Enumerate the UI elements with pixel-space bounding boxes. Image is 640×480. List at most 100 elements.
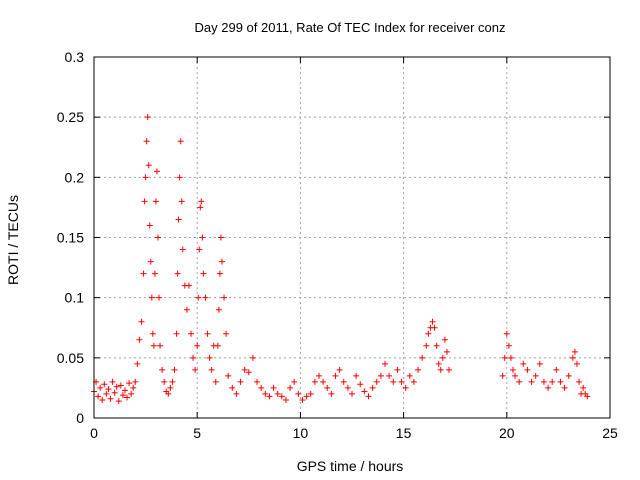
chart-title: Day 299 of 2011, Rate Of TEC Index for r… [195,20,506,35]
data-point [553,366,560,373]
data-point [540,378,547,385]
data-point [241,366,248,373]
data-point [262,390,269,397]
data-point [190,354,197,361]
data-point [152,198,159,205]
data-point [121,387,128,394]
data-point [580,384,587,391]
data-point [218,258,225,265]
data-point [169,378,176,385]
data-point [99,396,106,403]
data-point [266,393,273,400]
x-tick-label: 5 [193,425,201,441]
data-point [576,378,583,385]
data-point [188,330,195,337]
data-point [142,174,149,181]
data-point [398,378,405,385]
data-point [149,330,156,337]
data-point [206,354,213,361]
data-point [528,378,535,385]
data-point [192,366,199,373]
data-point [307,390,314,397]
data-point [402,384,409,391]
y-tick-label: 0.25 [57,109,84,125]
data-point [126,380,133,387]
data-point [520,360,527,367]
data-point [132,378,139,385]
data-point [315,372,322,379]
data-point [119,392,126,399]
data-point [373,378,380,385]
plot-frame [93,56,611,419]
data-point [377,372,384,379]
data-point [150,342,157,349]
data-point [136,336,143,343]
data-point [208,366,215,373]
data-point [565,372,572,379]
data-point [505,342,512,349]
data-point [254,378,261,385]
data-point [221,294,228,301]
data-point [245,369,252,376]
data-point [215,306,222,313]
data-point [212,378,219,385]
x-tick-label: 25 [602,425,618,441]
data-point [433,342,440,349]
data-point [198,198,205,205]
data-point [425,330,432,337]
data-point [332,372,339,379]
data-point [117,382,124,389]
data-point [148,294,155,301]
data-point [439,354,446,361]
data-point [134,360,141,367]
data-point [101,381,108,388]
data-point [111,389,118,396]
data-point [154,234,161,241]
data-point [124,394,131,401]
data-point [171,366,178,373]
data-point [512,372,519,379]
y-tick-label: 0.05 [57,350,84,366]
data-point [249,354,256,361]
data-point [569,354,576,361]
data-point [274,390,281,397]
data-point [561,384,568,391]
data-point [499,372,506,379]
data-point [571,348,578,355]
data-point [423,342,430,349]
data-point [431,324,438,331]
data-point [153,168,160,175]
y-tick-label: 0.1 [65,290,85,306]
data-point [179,246,186,253]
data-point [443,348,450,355]
data-point [435,360,442,367]
data-point [151,270,158,277]
data-point [174,270,181,277]
data-point [175,216,182,223]
data-point [365,393,372,400]
data-point [532,372,539,379]
data-point [157,342,164,349]
data-point [390,378,397,385]
data-point [145,162,152,169]
y-tick-label: 0 [76,410,84,426]
data-point [410,378,417,385]
data-point [258,384,265,391]
data-point [311,378,318,385]
data-point [545,384,552,391]
data-point [386,372,393,379]
data-point [165,390,172,397]
data-point [349,390,355,397]
data-point [282,396,289,403]
data-point [573,360,580,367]
data-point [195,294,202,301]
data-point [369,384,376,391]
data-point [159,366,166,373]
data-point [361,388,368,395]
data-point [584,393,591,400]
y-axis-ticks: 0 0.05 0.1 0.15 0.2 0.25 0.3 [57,49,610,426]
data-point [144,114,151,121]
data-point [183,306,190,313]
x-axis-label: GPS time / hours [297,458,404,474]
